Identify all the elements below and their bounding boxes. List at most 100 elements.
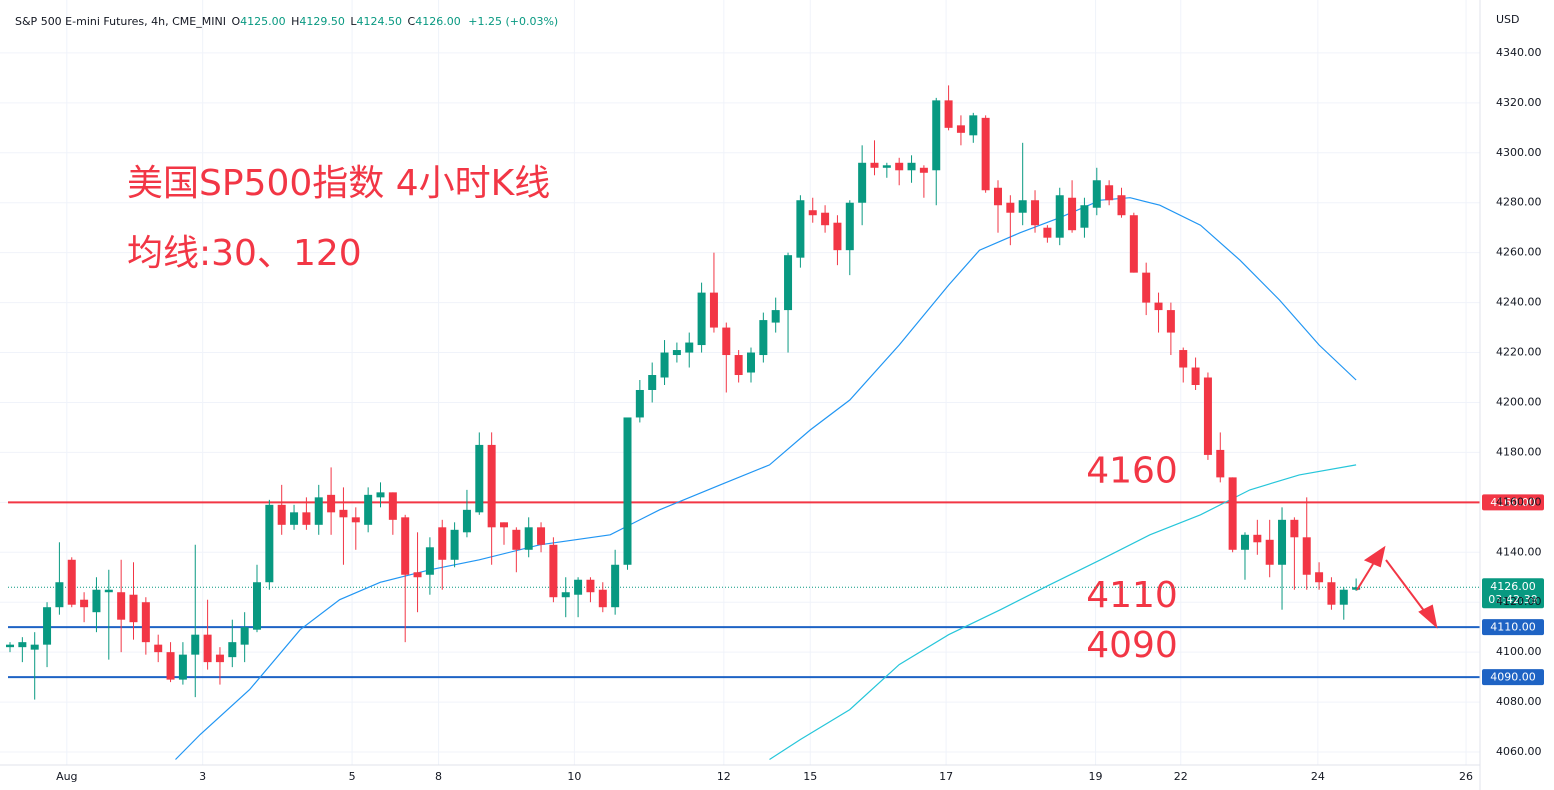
candle-body: [265, 504, 274, 583]
level-annotation: 4090: [1086, 625, 1178, 666]
candle-body: [561, 592, 570, 598]
candle-body: [969, 115, 978, 136]
ohlc-label: C: [408, 15, 416, 28]
x-tick-label: 24: [1311, 770, 1325, 783]
current-price-tag: [1482, 578, 1544, 609]
moving-average: [769, 464, 1357, 761]
candle-body: [932, 100, 941, 171]
candle-body: [1117, 195, 1126, 216]
candle-body: [18, 642, 27, 648]
candle-body: [203, 634, 212, 663]
candle-body: [1154, 302, 1163, 311]
candle-body: [1018, 200, 1027, 213]
candle-body: [228, 642, 237, 658]
candle-body: [215, 654, 224, 663]
ohlc-value: 4124.50: [357, 15, 403, 28]
candle-body: [364, 494, 373, 525]
annotation-subtitle: 均线:30、120: [127, 233, 362, 274]
level-tag: [1482, 619, 1544, 636]
candle-body: [784, 255, 793, 311]
candle-body: [425, 547, 434, 575]
candle-body: [796, 200, 805, 258]
candle-body: [672, 350, 681, 356]
candle-body: [1352, 587, 1361, 590]
candle-body: [178, 654, 187, 680]
moving-averages: [175, 197, 1357, 761]
candle-body: [1278, 519, 1287, 565]
candle-body: [43, 607, 52, 645]
change: +1.25 (+0.03%): [468, 15, 558, 28]
candle-body: [1228, 477, 1237, 550]
y-tick-label: 4320.00: [1496, 96, 1542, 109]
candle-body: [1043, 227, 1052, 238]
candles: [6, 85, 1361, 700]
candle-body: [1142, 272, 1151, 303]
candle-body: [1006, 202, 1015, 213]
candle-body: [524, 527, 533, 550]
candle-body: [870, 162, 879, 168]
candle-body: [734, 355, 743, 376]
x-tick-label: 10: [567, 770, 581, 783]
candle-body: [351, 517, 360, 523]
ohlc-value: 4125.00: [240, 15, 286, 28]
candle-body: [685, 342, 694, 353]
countdown: 03:42:39: [1488, 593, 1537, 606]
moving-average: [175, 197, 1357, 760]
y-tick-label: 4220.00: [1496, 346, 1542, 359]
annotation-title: 美国SP500指数 4小时K线: [127, 163, 550, 204]
candle-body: [808, 210, 817, 216]
y-tick-label: 4240.00: [1496, 296, 1542, 309]
candle-body: [993, 187, 1002, 206]
candle-body: [487, 444, 496, 528]
candle-body: [944, 100, 953, 128]
candle-body: [166, 652, 175, 680]
candle-body: [438, 527, 447, 560]
level-tag: [1482, 669, 1544, 686]
candle-body: [1203, 377, 1212, 455]
x-tick-label: 26: [1459, 770, 1473, 783]
candle-body: [537, 527, 546, 545]
candle-body: [660, 352, 669, 378]
candle-body: [277, 504, 286, 525]
candle-body: [191, 634, 200, 655]
candle-body: [919, 167, 928, 173]
candle-body: [759, 320, 768, 356]
candle-body: [1253, 534, 1262, 543]
y-tick-label: 4200.00: [1496, 395, 1542, 408]
x-tick-label: 5: [349, 770, 356, 783]
candle-body: [1055, 195, 1064, 238]
candle-body: [845, 202, 854, 251]
candle-body: [1068, 197, 1077, 231]
arrows: [1356, 545, 1438, 629]
y-tick-label: 4140.00: [1496, 545, 1542, 558]
candle-body: [574, 579, 583, 595]
candle-body: [129, 594, 138, 623]
candle-body: [512, 529, 521, 550]
candle-body: [611, 564, 620, 608]
candle-body: [635, 389, 644, 418]
candle-body: [1240, 534, 1249, 550]
ohlc-value: 4126.00: [415, 15, 461, 28]
ohlc-label: L: [350, 15, 357, 28]
candle-body: [1031, 200, 1040, 226]
candle-body: [623, 417, 632, 565]
arrow-head: [1418, 604, 1438, 629]
y-tick-label: 4180.00: [1496, 445, 1542, 458]
candle-body: [314, 497, 323, 525]
candle-body: [450, 529, 459, 560]
candle-body: [92, 589, 101, 613]
candle-body: [1129, 215, 1138, 273]
candle-body: [598, 589, 607, 608]
candle-body: [154, 644, 163, 653]
y-tick-label: 4060.00: [1496, 745, 1542, 758]
level-tag-label: 4160.00: [1490, 496, 1536, 509]
candle-body: [1092, 180, 1101, 208]
candle-body: [1327, 582, 1336, 605]
candle-body: [141, 602, 150, 643]
candle-body: [882, 165, 891, 168]
level-annotation: 4110: [1086, 575, 1178, 616]
candle-body: [709, 292, 718, 328]
